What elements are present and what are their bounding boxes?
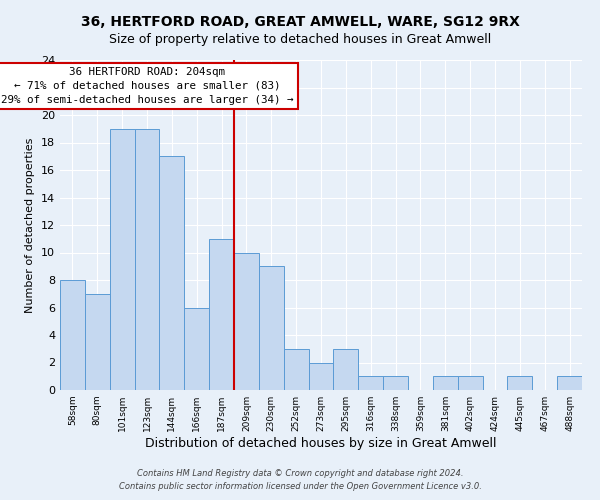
Bar bbox=[160, 156, 184, 390]
Bar bbox=[508, 376, 532, 390]
Bar bbox=[383, 376, 408, 390]
Bar bbox=[458, 376, 482, 390]
Bar bbox=[284, 349, 308, 390]
Bar bbox=[209, 239, 234, 390]
X-axis label: Distribution of detached houses by size in Great Amwell: Distribution of detached houses by size … bbox=[145, 437, 497, 450]
Text: 36, HERTFORD ROAD, GREAT AMWELL, WARE, SG12 9RX: 36, HERTFORD ROAD, GREAT AMWELL, WARE, S… bbox=[80, 15, 520, 29]
Bar bbox=[308, 362, 334, 390]
Bar bbox=[184, 308, 209, 390]
Bar bbox=[85, 294, 110, 390]
Text: Contains HM Land Registry data © Crown copyright and database right 2024.
Contai: Contains HM Land Registry data © Crown c… bbox=[119, 469, 481, 491]
Bar bbox=[234, 252, 259, 390]
Text: Size of property relative to detached houses in Great Amwell: Size of property relative to detached ho… bbox=[109, 32, 491, 46]
Bar bbox=[557, 376, 582, 390]
Bar bbox=[259, 266, 284, 390]
Bar bbox=[134, 128, 160, 390]
Y-axis label: Number of detached properties: Number of detached properties bbox=[25, 138, 35, 312]
Text: 36 HERTFORD ROAD: 204sqm
← 71% of detached houses are smaller (83)
29% of semi-d: 36 HERTFORD ROAD: 204sqm ← 71% of detach… bbox=[1, 67, 293, 105]
Bar bbox=[110, 128, 134, 390]
Bar bbox=[433, 376, 458, 390]
Bar bbox=[60, 280, 85, 390]
Bar bbox=[358, 376, 383, 390]
Bar bbox=[334, 349, 358, 390]
